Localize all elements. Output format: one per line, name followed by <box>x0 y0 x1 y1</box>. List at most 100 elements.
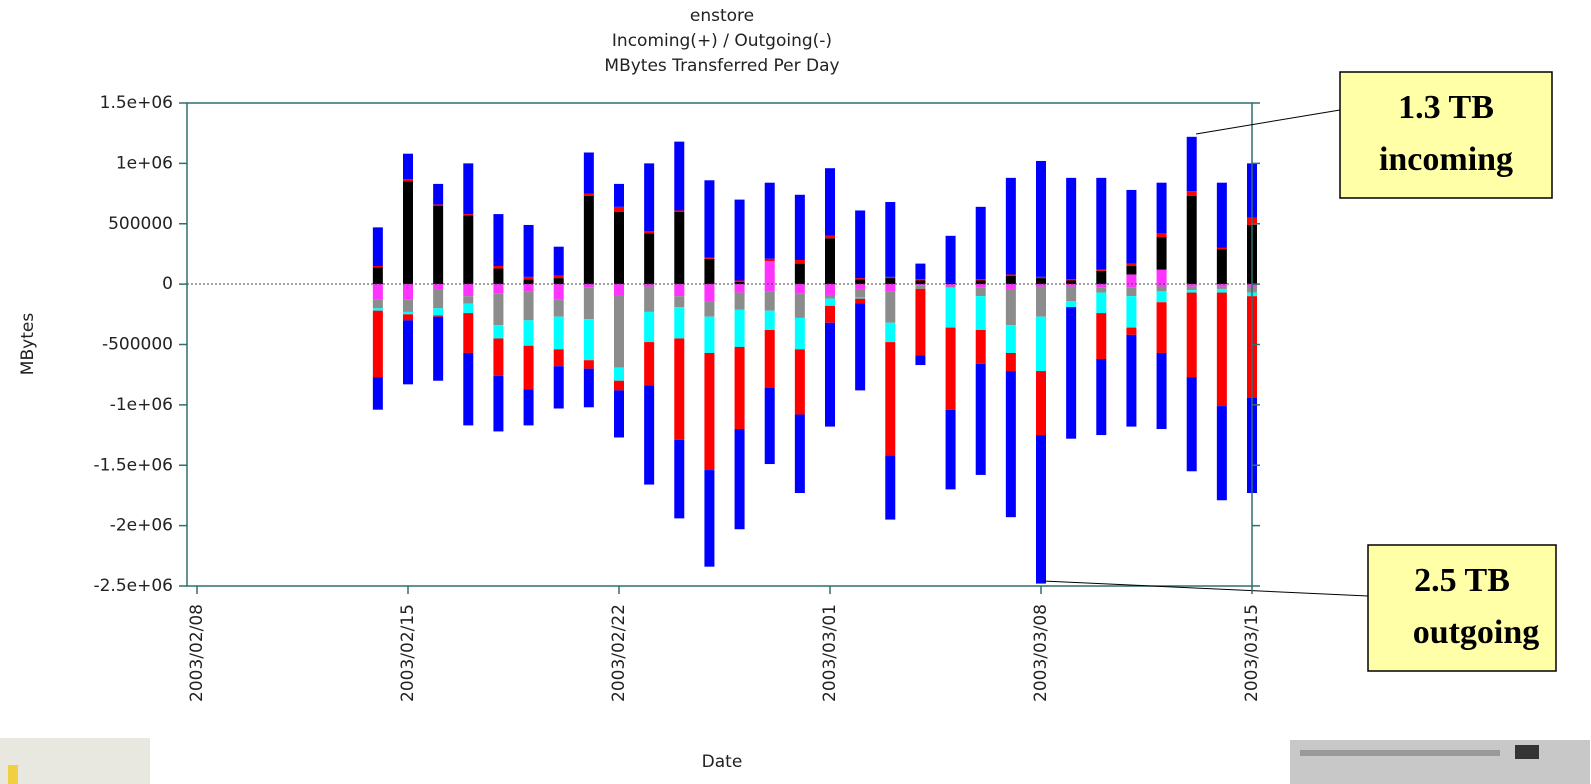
bar-segment <box>765 284 775 291</box>
bar-segment <box>433 184 443 205</box>
bar-segment <box>554 366 564 408</box>
bar-segment <box>554 349 564 366</box>
bar-segment <box>1187 196 1197 284</box>
x-axis-label: Date <box>702 752 743 772</box>
bar-segment <box>1066 279 1076 280</box>
bar-segment <box>1096 288 1106 293</box>
bar-segment <box>524 346 534 389</box>
bar-segment <box>765 311 775 330</box>
bar-segment <box>1157 291 1167 302</box>
bar-segment <box>614 184 624 207</box>
bar-segment <box>825 236 835 238</box>
bar-segment <box>644 163 654 231</box>
bar-segment <box>946 328 956 410</box>
bar-segment <box>915 289 925 355</box>
bar-segment <box>885 323 895 342</box>
bar-segment <box>373 377 383 410</box>
chart-title: enstore <box>690 6 754 26</box>
bar-segment <box>1096 313 1106 359</box>
bar-segment <box>795 318 805 349</box>
bar-segment <box>735 429 745 529</box>
bar-segment <box>524 225 534 277</box>
bar-segment <box>1157 287 1167 292</box>
bar-segment <box>885 202 895 277</box>
bar-segment <box>825 238 835 284</box>
bar-segment <box>1126 274 1136 284</box>
bar-segment <box>765 330 775 388</box>
bar-segment <box>373 300 383 308</box>
bar-segment <box>1006 284 1016 289</box>
bar-segment <box>463 296 473 303</box>
bar-segment <box>493 338 503 375</box>
bar-segment <box>463 214 473 215</box>
bar-segment <box>1006 353 1016 371</box>
bar-segment <box>825 168 835 236</box>
bar-segment <box>765 259 775 261</box>
bar-segment <box>735 347 745 429</box>
bar-segment <box>855 279 865 284</box>
bar-segment <box>765 261 775 284</box>
annotation: 2.5 TB <box>1414 562 1510 599</box>
bar-segment <box>554 284 564 300</box>
bar-segment <box>1036 161 1046 277</box>
y-tick-label: 1e+06 <box>116 153 173 173</box>
bar-segment <box>614 381 624 391</box>
bar-segment <box>674 210 684 211</box>
bar-segment <box>1096 178 1106 270</box>
bar-segment <box>976 279 986 280</box>
bar-segment <box>1006 276 1016 284</box>
bar-segment <box>1036 317 1046 371</box>
bar-segment <box>463 313 473 353</box>
annotation: incoming <box>1379 141 1513 178</box>
bar-segment <box>644 231 654 233</box>
bar-segment <box>463 353 473 425</box>
bar-segment <box>1187 293 1197 378</box>
plot-frame <box>187 103 1252 586</box>
bar-segment <box>403 154 413 179</box>
bar-segment <box>765 388 775 464</box>
bar-segment <box>433 317 443 381</box>
bar-segment <box>493 214 503 266</box>
bar-segment <box>1096 293 1106 314</box>
bar-segment <box>1126 296 1136 327</box>
bar-segment <box>674 440 684 518</box>
bar-segment <box>584 288 594 319</box>
bar-segment <box>855 289 865 297</box>
bar-segment <box>1187 377 1197 471</box>
bar-segment <box>855 299 865 304</box>
bar-segment <box>1157 233 1167 237</box>
bar-segment <box>915 355 925 365</box>
bar-segment <box>1157 353 1167 429</box>
bar-segment <box>735 281 745 282</box>
bar-segment <box>1217 248 1227 249</box>
bar-segment <box>946 288 956 328</box>
annotation: outgoing <box>1413 614 1540 651</box>
x-tick-label: 2003/02/15 <box>398 604 418 702</box>
bar-segment <box>403 300 413 312</box>
bar-segment <box>403 179 413 181</box>
bar-segment <box>524 277 534 279</box>
bar-segment <box>614 207 624 212</box>
bar-segment <box>825 299 835 306</box>
bar-segment <box>1217 293 1227 407</box>
bar-segment <box>855 303 865 390</box>
bar-segment <box>1126 328 1136 335</box>
bar-segment <box>584 194 594 196</box>
bar-segment <box>403 314 413 320</box>
bar-segment <box>1157 270 1167 284</box>
callout-line <box>1196 110 1340 134</box>
bar-segment <box>735 284 745 292</box>
bar-segment <box>1036 278 1046 284</box>
bar-segment <box>795 294 805 318</box>
bar-segment <box>614 295 624 367</box>
bar-segment <box>493 325 503 338</box>
bar-segment <box>584 153 594 194</box>
plot <box>373 137 1257 584</box>
bar-segment <box>584 319 594 360</box>
bar-segment <box>1096 271 1106 284</box>
callout-line <box>1043 581 1368 596</box>
bar-segment <box>1036 287 1046 317</box>
bar-segment <box>1006 289 1016 325</box>
bar-segment <box>524 291 534 320</box>
bar-segment <box>704 317 714 353</box>
